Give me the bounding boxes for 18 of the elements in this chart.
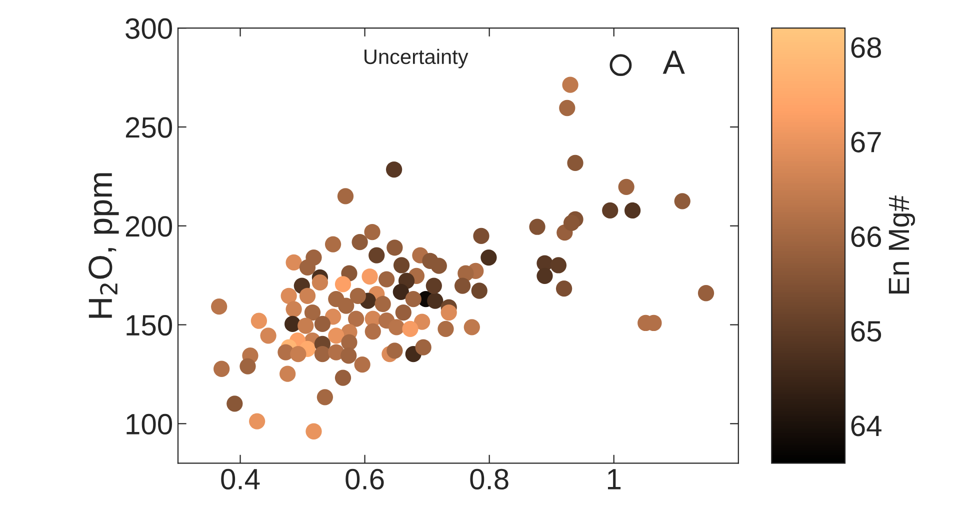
annotation: A	[662, 50, 685, 74]
x-tick-label: 0.6	[346, 468, 384, 490]
color-bar-title: En Mg#	[888, 196, 916, 294]
color-bar-label: 64	[851, 416, 882, 436]
color-bar-label: 65	[851, 320, 882, 342]
y-axis-title: H$_{2}$O, ppm	[88, 173, 119, 318]
color-bar-label: 66	[851, 226, 882, 248]
x-tick-label: 1	[608, 469, 621, 490]
x-tick-label: 0.4	[221, 468, 260, 490]
color-bar-label: 68	[851, 37, 882, 58]
color-bar-label: 67	[851, 132, 881, 152]
y-tick-label: 300	[126, 18, 172, 39]
annotation: Uncertainty	[364, 48, 468, 68]
y-tick-label: 200	[126, 216, 172, 237]
y-tick-label: 100	[126, 414, 172, 435]
y-tick-label: 150	[126, 314, 172, 336]
x-tick-label: 0.8	[470, 468, 508, 490]
y-tick-label: 250	[126, 117, 172, 138]
